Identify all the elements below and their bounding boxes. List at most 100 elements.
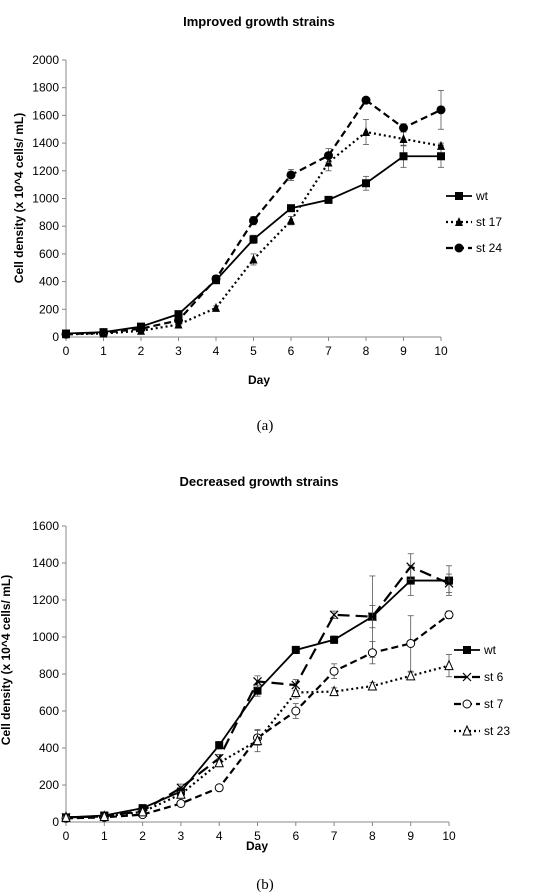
chart-b-legend-marker	[462, 724, 472, 736]
chart-a-data-point	[99, 328, 108, 338]
chart-b-data-point	[215, 741, 224, 750]
chart-a-legend-marker	[455, 217, 463, 226]
chart-b-caption: (b)	[256, 877, 274, 893]
chart-a-data-point	[437, 140, 445, 150]
chart-a-xlabel: Day	[248, 373, 270, 387]
chart-a-y-tick-label: 1600	[32, 108, 59, 122]
chart-a-data-point	[362, 179, 370, 188]
chart-b-legend-label: st 6	[484, 670, 504, 684]
chart-a-series-st-17	[62, 119, 445, 339]
chart-a-data-point	[324, 195, 333, 204]
chart-b-data-point	[291, 645, 300, 654]
chart-b-data-point	[214, 783, 224, 793]
chart-a-title: Improved growth strains	[183, 14, 335, 29]
chart-b-y-tick-label: 1600	[32, 519, 59, 533]
chart-a-data-point	[287, 204, 295, 213]
chart-b-legend-marker	[462, 672, 472, 682]
chart-a-x-tick-label: 9	[400, 344, 407, 358]
chart-a-data-point	[136, 324, 146, 334]
chart-b-data-point	[61, 811, 71, 822]
chart-a-x-tick-label: 1	[100, 344, 107, 358]
chart-a-ylabel: Cell density (x 10^4 cells/ mL)	[12, 113, 26, 283]
chart-b-data-point	[253, 686, 262, 695]
chart-b-legend-marker	[462, 699, 472, 709]
chart-a-series-line	[65, 130, 442, 336]
chart-a-series-wt	[62, 144, 445, 338]
chart-b-x-tick-label: 9	[407, 829, 414, 843]
chart-b-series-line	[65, 579, 449, 819]
chart-a-legend: wt st 17 st 24	[446, 189, 502, 255]
chart-a-x-tick-label: 3	[175, 344, 182, 358]
chart-b-series-line	[65, 613, 450, 820]
chart-b-legend-label: st 7	[484, 697, 504, 711]
chart-b-data-point	[406, 638, 416, 648]
chart-b-legend-item: st 7	[454, 697, 504, 711]
chart-b-data-point	[137, 805, 148, 817]
chart-a-data-point	[212, 302, 220, 312]
chart-b-data-point	[406, 576, 415, 585]
chart-b-legend-item: st 23	[454, 724, 510, 738]
chart-b-y-tick-label: 400	[39, 741, 59, 755]
chart-b-data-point	[444, 610, 454, 620]
chart-a-x-tick-label: 0	[63, 344, 70, 358]
chart-b-y-tick-label: 600	[39, 704, 59, 718]
chart-a-series-line	[65, 155, 441, 335]
chart-a-y-tick-label: 800	[39, 219, 59, 233]
chart-a-y-tick-label: 1400	[32, 136, 59, 150]
chart-a-series-line	[65, 98, 442, 336]
chart-a-data-point	[249, 216, 258, 226]
chart-b-data-point	[330, 635, 339, 644]
chart-a-caption: (a)	[257, 418, 274, 434]
chart-b-x-tick-label: 2	[139, 829, 146, 843]
chart-b-data-point	[444, 659, 454, 671]
chart-b-data-point	[291, 680, 301, 690]
chart-a-y-tick-label: 0	[52, 330, 59, 344]
chart-a-data-point	[286, 170, 296, 180]
chart-b-data-point	[291, 706, 301, 716]
chart-b-data-point	[444, 578, 454, 588]
chart-a-legend-label: wt	[475, 189, 489, 203]
chart-a-x-tick-label: 8	[363, 344, 370, 358]
chart-a-x-tick-label: 5	[250, 344, 257, 358]
chart-a-data-point	[174, 310, 183, 319]
chart-b-legend-item: st 6	[454, 670, 504, 684]
chart-b-x-tick-label: 1	[101, 829, 108, 843]
chart-a-data-point	[211, 274, 221, 284]
chart-b-data-point	[99, 810, 110, 821]
chart-a-data-point	[399, 152, 408, 161]
chart-a-axes: 0 200 400 600 800 1000 1200 1400 1600 1800 2000 0 1 2…	[32, 53, 448, 358]
chart-b-x-tick-label: 7	[331, 829, 338, 843]
chart-b-y-tick-label: 800	[39, 667, 59, 681]
chart-a-legend-label: st 24	[476, 241, 502, 255]
chart-b-data-point	[176, 799, 186, 808]
chart-a-legend-label: st 17	[476, 215, 502, 229]
chart-b-x-tick-label: 5	[254, 829, 261, 843]
chart-a-legend-marker	[454, 243, 464, 253]
chart-a: Improved growth strains Cell density (x …	[12, 14, 502, 434]
chart-b-x-tick-label: 4	[216, 829, 223, 843]
chart-b-data-point	[329, 666, 339, 676]
chart-a-x-tick-label: 4	[213, 344, 220, 358]
chart-b-data-point	[252, 734, 263, 746]
chart-a-data-point	[287, 215, 295, 225]
chart-b-data-point	[367, 612, 377, 622]
chart-b-data-point	[176, 783, 186, 793]
chart-b-ylabel: Cell density (x 10^4 cells/ mL)	[0, 575, 13, 745]
chart-a-legend-item: st 17	[446, 215, 502, 229]
chart-a-x-tick-label: 6	[288, 344, 295, 358]
chart-b-series-st-7	[61, 610, 454, 823]
chart-b-data-point	[367, 679, 378, 691]
chart-b-data-point	[176, 788, 186, 799]
chart-a-data-point	[437, 152, 445, 161]
chart-a-series	[61, 90, 446, 339]
chart-b-data-point	[405, 669, 416, 681]
chart-b-y-tick-label: 1200	[32, 593, 59, 607]
chart-a-legend-item: wt	[446, 189, 489, 203]
chart-a-legend-item: st 24	[446, 241, 502, 255]
chart-a-data-point	[174, 315, 183, 325]
chart-b-y-tick-label: 0	[52, 815, 59, 829]
chart-a-y-tick-label: 600	[39, 247, 59, 261]
chart-b-data-point	[329, 610, 339, 620]
chart-a-data-point	[399, 133, 408, 143]
